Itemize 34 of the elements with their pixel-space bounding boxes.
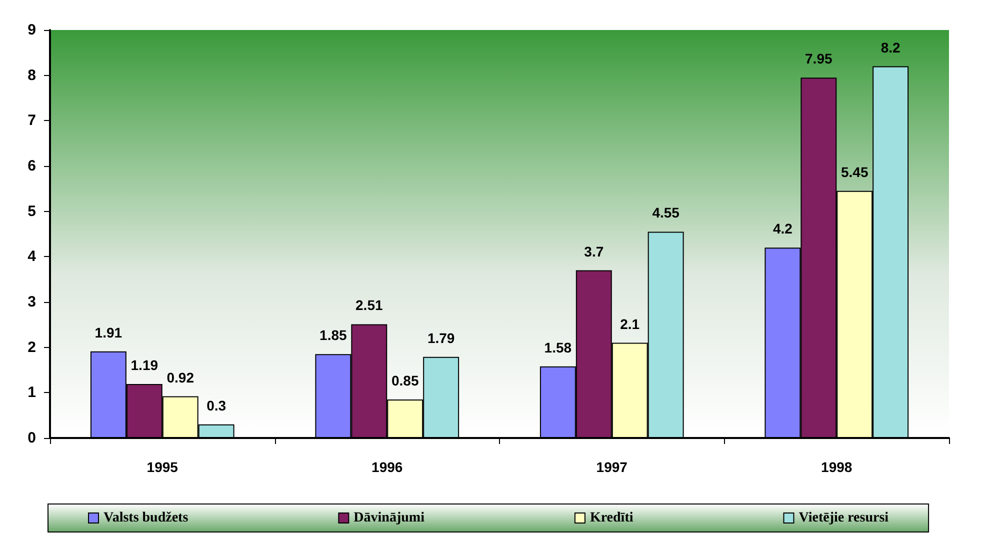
y-tick-label: 0 xyxy=(28,430,36,446)
data-label: 3.7 xyxy=(584,243,604,260)
data-label: 0.92 xyxy=(166,369,194,386)
x-tick-label: 1995 xyxy=(146,459,178,475)
data-label: 4.55 xyxy=(652,204,680,221)
y-tick-label: 9 xyxy=(28,22,36,38)
x-tick-label: 1996 xyxy=(372,459,403,475)
data-label: 1.79 xyxy=(427,330,455,346)
y-tick-label: 3 xyxy=(28,294,36,310)
data-label: 0.85 xyxy=(391,372,419,388)
data-label: 7.95 xyxy=(805,50,832,67)
y-tick-label: 5 xyxy=(28,202,36,220)
data-label: 1.19 xyxy=(130,357,158,374)
y-tick-label: 7 xyxy=(28,112,36,130)
legend-label: Vietējie resursi xyxy=(798,510,889,526)
data-label: 1.85 xyxy=(320,327,348,344)
data-label: 8.2 xyxy=(880,39,901,56)
data-label: 0.3 xyxy=(206,397,226,414)
y-tick-label: 4 xyxy=(28,248,37,266)
data-label: 5.45 xyxy=(840,164,868,180)
y-tick-label: 2 xyxy=(28,338,36,356)
data-label: 1.91 xyxy=(94,324,122,340)
y-tick-label: 8 xyxy=(28,66,36,84)
legend-label: Kredīti xyxy=(590,510,634,526)
x-tick-label: 1997 xyxy=(596,459,628,475)
legend-label: Dāvinājumi xyxy=(354,510,425,526)
data-label: 1.58 xyxy=(544,339,572,356)
y-tick-label: 6 xyxy=(28,158,36,174)
legend-label: Valsts budžets xyxy=(104,510,189,526)
data-label: 4.2 xyxy=(772,220,793,237)
x-tick-label: 1998 xyxy=(821,459,852,475)
data-label: 2.51 xyxy=(356,297,383,314)
y-tick-label: 1 xyxy=(28,384,36,402)
data-label: 2.1 xyxy=(620,316,640,332)
